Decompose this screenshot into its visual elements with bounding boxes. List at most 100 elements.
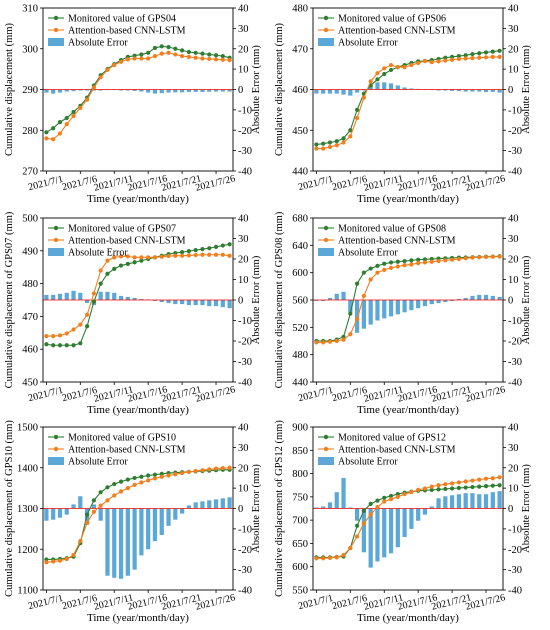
data-point-predicted [416,261,421,266]
data-point-predicted [57,131,63,136]
legend-label: Attention-based CNN-LSTM [338,236,456,247]
data-point-predicted [463,256,468,261]
data-point-predicted [497,254,502,259]
data-point-predicted [112,255,117,260]
data-point-predicted [186,253,191,258]
data-point-predicted [450,257,455,262]
error-bar [105,508,110,576]
data-point-predicted [186,54,191,60]
data-point-predicted [146,56,151,61]
data-point-monitored [402,258,407,264]
error-bar [152,89,158,94]
data-point-predicted [341,140,346,145]
legend: Monitored value of GPS12Attention-based … [318,433,456,468]
data-point-predicted [166,473,171,478]
data-point-monitored [443,486,448,492]
y2-tick-label: -30 [508,146,522,157]
error-bar [355,89,360,93]
y2-tick-label: -40 [238,586,252,597]
error-bar [422,300,428,307]
y-tick-label: 280 [22,126,38,137]
y2-tick-label: 10 [238,484,249,495]
legend-label: Attention-based CNN-LSTM [68,445,186,456]
error-bar [227,89,232,92]
y2-tick-label: 40 [508,214,519,225]
y-axis-title: Cumulative displacement (mm) [4,23,15,156]
legend-label: Monitored value of GPS12 [338,433,446,444]
chart-panel-2: 440 450 460 470 480 -40 -30 -20 -10 0 10 20 30 40 2021… [274,4,532,206]
legend-point-marker [323,237,329,243]
error-bar [220,498,225,509]
data-point-predicted [388,265,394,270]
y-tick-label: 480 [22,279,38,290]
data-point-predicted [220,466,225,471]
y2-tick-label: 10 [238,65,249,76]
data-point-monitored [375,263,380,268]
error-bar [118,295,124,300]
data-point-predicted [375,505,380,510]
data-point-monitored [477,51,482,56]
y-tick-label: 1100 [17,586,38,597]
data-point-monitored [146,473,151,478]
data-point-predicted [227,253,232,258]
data-point-predicted [382,499,387,504]
y2-tick-label: -30 [238,565,252,576]
data-point-monitored [213,53,219,58]
series-line-monitored [46,469,230,560]
y2-tick-label: 0 [508,504,513,515]
y2-tick-label: -10 [238,316,252,327]
error-bar [132,89,137,91]
error-bar [105,291,110,300]
y-tick-label: 1200 [17,545,38,556]
data-point-predicted [44,560,49,565]
data-point-monitored [139,474,144,479]
data-point-monitored [477,484,482,489]
legend-point-marker [53,27,59,33]
data-point-predicted [443,258,448,263]
y2-tick-label: -40 [238,167,252,178]
error-bar [375,300,380,321]
error-bar [334,293,339,300]
data-point-predicted [227,465,232,470]
data-point-predicted [422,486,428,491]
error-bar [497,296,502,300]
y-tick-label: 500 [22,214,38,225]
data-point-predicted [321,146,326,151]
error-bar [57,293,63,300]
data-point-predicted [395,64,400,70]
data-point-predicted [220,57,225,62]
legend-label: Absolute Error [68,457,128,468]
error-bar [213,300,219,307]
error-bar [497,89,502,93]
error-bar [51,89,56,94]
error-bar [416,300,421,309]
error-bar [112,292,117,300]
data-point-predicted [132,482,137,487]
y-tick-label: 850 [292,446,308,457]
y-tick-label: 550 [292,586,308,597]
error-bar [186,300,191,306]
error-bar [443,496,448,509]
legend: Monitored value of GPS10Attention-based … [48,433,186,468]
data-point-predicted [477,55,482,60]
y2-tick-label: 20 [508,44,519,55]
error-bar [44,294,49,300]
data-point-predicted [173,253,178,258]
error-bar [436,300,441,304]
data-point-monitored [334,139,339,144]
data-point-predicted [91,291,96,296]
data-point-predicted [355,317,360,322]
y2-tick-label: -10 [508,524,522,535]
y2-tick-label: 40 [238,214,249,225]
error-bar [409,508,414,529]
data-point-predicted [368,79,373,84]
error-bar [227,497,232,509]
data-point-predicted [139,480,144,485]
data-point-monitored [139,258,144,263]
data-point-predicted [470,478,475,483]
data-point-monitored [213,244,219,249]
error-bar [375,508,380,562]
error-bar [483,494,489,509]
error-bar [71,290,76,300]
data-point-predicted [173,472,178,477]
